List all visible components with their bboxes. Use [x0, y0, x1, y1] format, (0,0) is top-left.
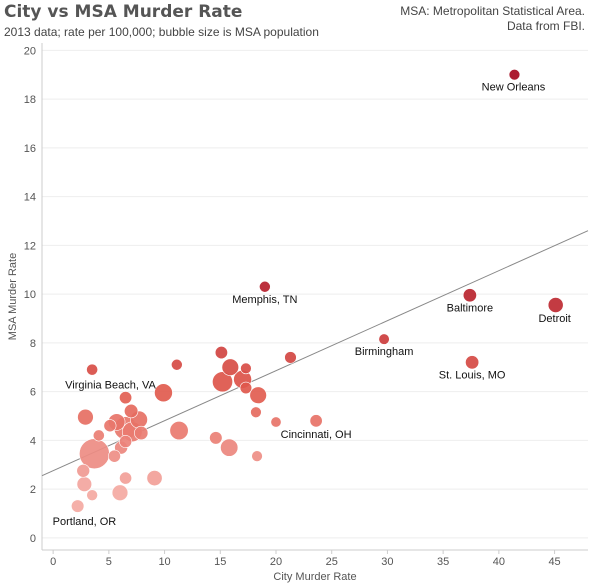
x-tick-label: 10: [158, 556, 170, 568]
data-label: Birmingham: [355, 346, 414, 358]
point-layer: [71, 68, 564, 513]
data-point[interactable]: [251, 450, 263, 462]
data-label: Portland, OR: [53, 516, 117, 528]
data-point-st-louis-mo[interactable]: [465, 355, 480, 370]
x-tick-label: 30: [381, 556, 393, 568]
data-point[interactable]: [77, 408, 94, 426]
x-tick-label: 20: [270, 556, 282, 568]
data-point[interactable]: [221, 358, 240, 376]
data-point[interactable]: [119, 435, 133, 449]
x-tick-label: 35: [437, 556, 449, 568]
data-point[interactable]: [212, 371, 233, 393]
data-point[interactable]: [240, 362, 252, 375]
data-point[interactable]: [119, 471, 132, 485]
source-note-line-1: MSA: Metropolitan Statistical Area.: [400, 4, 585, 18]
y-tick-label: 18: [24, 94, 36, 106]
data-point[interactable]: [76, 464, 91, 478]
data-point-birmingham[interactable]: [378, 333, 390, 345]
data-point[interactable]: [108, 449, 121, 463]
data-point[interactable]: [209, 431, 223, 445]
y-tick-label: 6: [30, 387, 36, 399]
data-label: Memphis, TN: [232, 294, 297, 306]
x-tick-label: 25: [326, 556, 338, 568]
data-point-memphis-tn[interactable]: [259, 280, 271, 293]
data-point-cincinnati-oh[interactable]: [309, 414, 323, 428]
data-point[interactable]: [284, 351, 297, 364]
data-point-new-orleans[interactable]: [508, 68, 521, 81]
data-point[interactable]: [146, 470, 163, 487]
chart-title: City vs MSA Murder Rate: [4, 2, 243, 22]
data-point[interactable]: [111, 484, 129, 501]
data-point[interactable]: [250, 406, 262, 418]
axis-layer: 0 2 4 6 8 10 12 14 16 18 20 0 5 10 15 20 25 30 35 40 45: [24, 43, 588, 568]
data-point[interactable]: [124, 403, 139, 419]
data-label: Virginia Beach, VA: [65, 380, 156, 392]
data-label: Baltimore: [447, 302, 493, 314]
data-point[interactable]: [86, 489, 98, 501]
grid-layer: [42, 49, 588, 539]
data-label: New Orleans: [482, 82, 546, 94]
y-tick-label: 8: [30, 338, 36, 350]
data-point-virginia-beach-va[interactable]: [86, 363, 99, 376]
x-axis-label: City Murder Rate: [273, 571, 356, 583]
x-tick-label: 40: [493, 556, 505, 568]
data-point[interactable]: [270, 416, 282, 428]
chart-subtitle: 2013 data; rate per 100,000; bubble size…: [4, 25, 319, 39]
x-tick-label: 45: [548, 556, 560, 568]
x-tick-label: 0: [50, 556, 56, 568]
data-point[interactable]: [239, 381, 253, 395]
data-point[interactable]: [134, 425, 149, 441]
data-label: St. Louis, MO: [439, 369, 506, 381]
source-note-line-2: Data from FBI.: [506, 19, 585, 33]
y-tick-label: 12: [24, 240, 36, 252]
y-tick-label: 20: [24, 45, 36, 57]
source-note: MSA: Metropolitan Statistical Area. Data…: [400, 4, 585, 34]
y-tick-label: 10: [24, 289, 36, 301]
data-point[interactable]: [92, 429, 105, 442]
x-tick-label: 5: [106, 556, 112, 568]
y-tick-label: 16: [24, 143, 36, 155]
x-tick-label: 15: [214, 556, 226, 568]
data-label: Cincinnati, OH: [281, 429, 352, 441]
data-point-portland-or[interactable]: [71, 499, 85, 513]
y-axis-label: MSA Murder Rate: [7, 253, 19, 340]
data-point[interactable]: [169, 421, 189, 441]
y-tick-label: 0: [30, 533, 36, 545]
data-point-baltimore[interactable]: [462, 288, 477, 303]
data-point[interactable]: [103, 419, 117, 433]
y-tick-label: 2: [30, 484, 36, 496]
data-point-detroit[interactable]: [547, 297, 564, 313]
data-point[interactable]: [249, 386, 267, 404]
data-label: Detroit: [538, 313, 570, 325]
label-layer: New Orleans Detroit Baltimore St. Louis, MO…: [53, 82, 571, 528]
data-point[interactable]: [119, 391, 133, 405]
y-tick-label: 14: [24, 192, 36, 204]
data-point[interactable]: [214, 346, 228, 360]
data-point[interactable]: [76, 476, 93, 492]
y-tick-label: 4: [30, 435, 36, 447]
data-point[interactable]: [171, 358, 183, 371]
data-point[interactable]: [154, 383, 173, 403]
data-point[interactable]: [220, 438, 239, 457]
